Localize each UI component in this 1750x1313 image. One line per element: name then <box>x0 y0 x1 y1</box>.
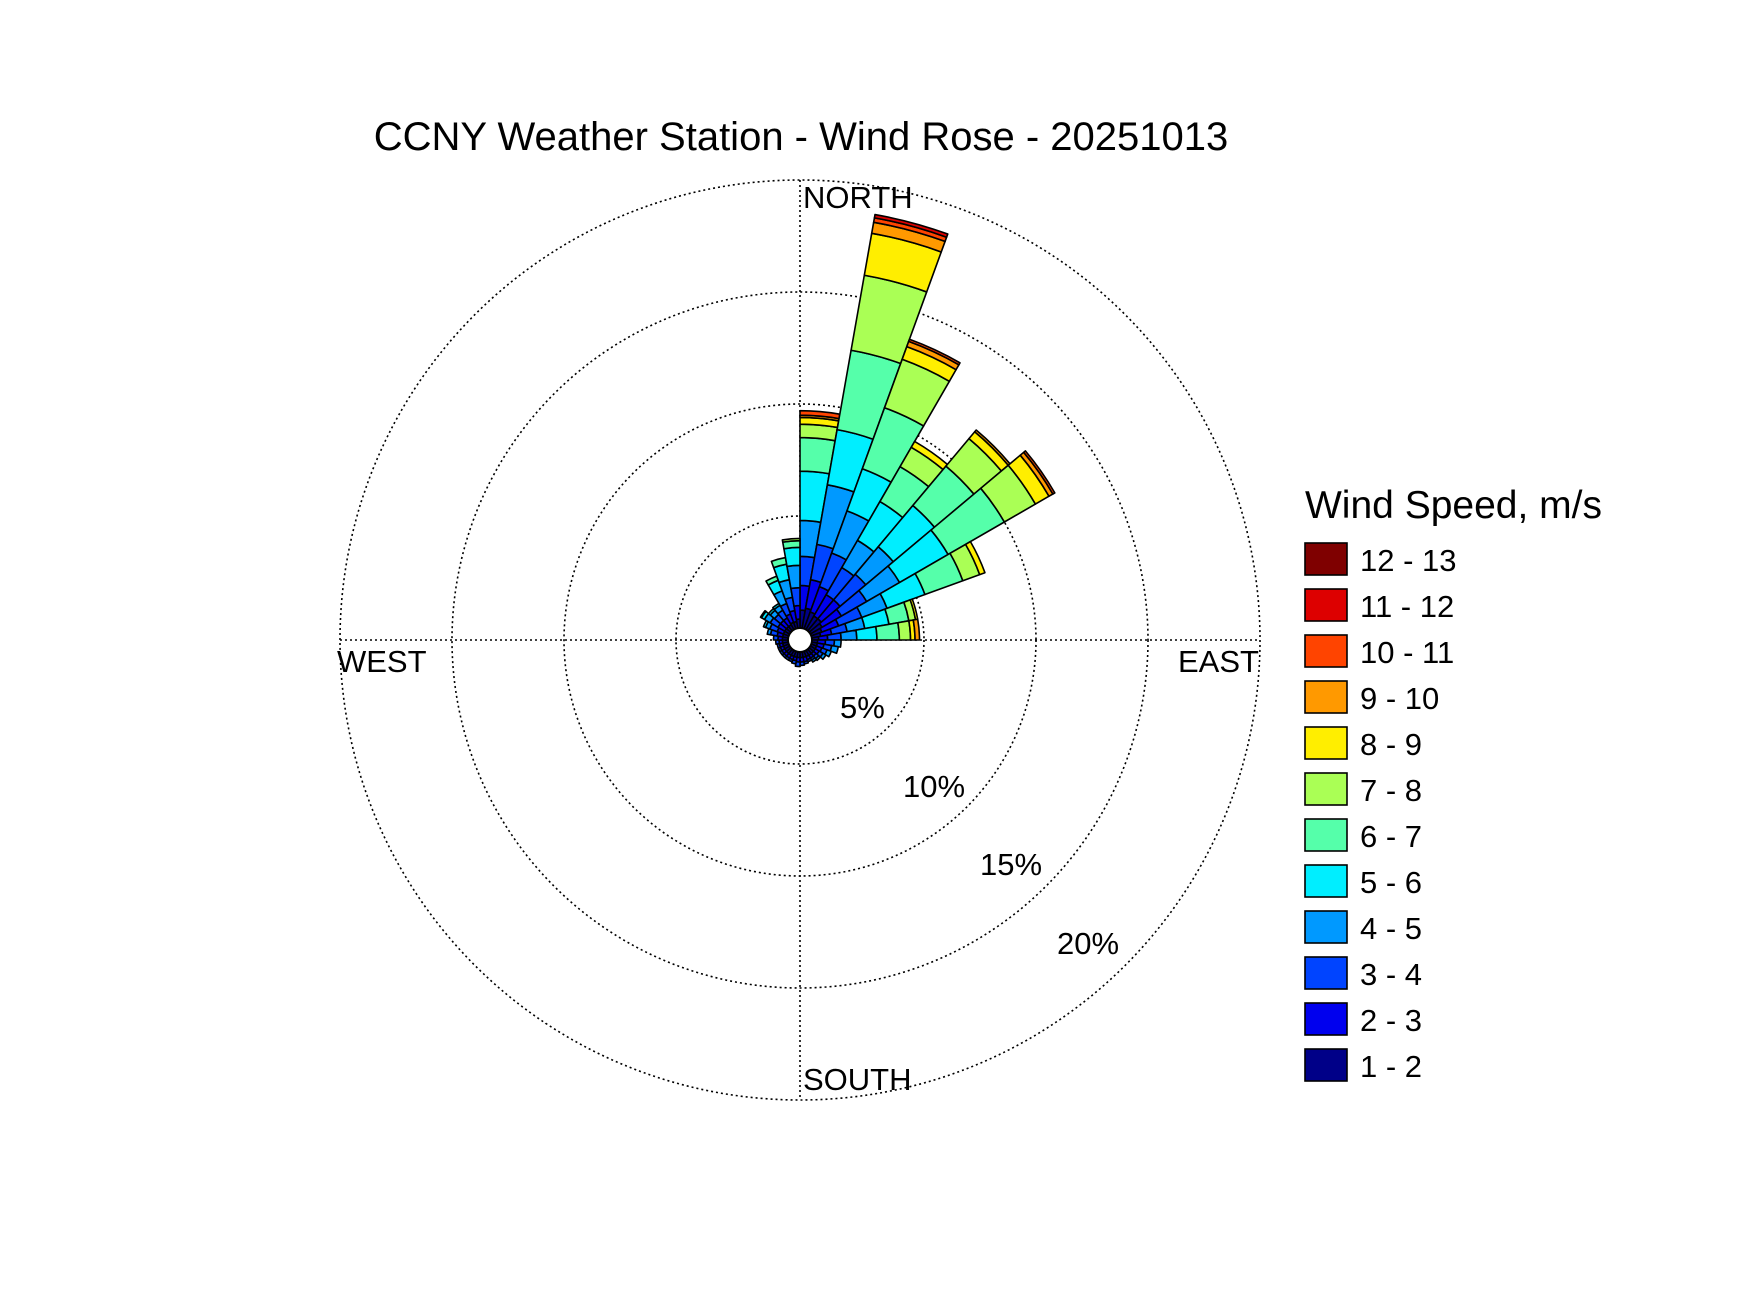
legend-swatch <box>1304 956 1348 990</box>
legend-swatch <box>1304 772 1348 806</box>
grid-ring-5 <box>675 515 925 765</box>
direction-label-south: SOUTH <box>803 1062 912 1097</box>
legend-item: 2 - 3 <box>1304 1002 1422 1038</box>
legend-item: 12 - 13 <box>1304 542 1457 578</box>
legend-label: 8 - 9 <box>1360 727 1422 762</box>
legend-item: 5 - 6 <box>1304 864 1422 900</box>
sector-55 <box>808 450 1056 635</box>
sector-segment <box>964 540 986 576</box>
radial-tick-label-15: 15% <box>980 847 1042 882</box>
sector-segment <box>795 618 801 629</box>
sector-segment <box>907 338 961 366</box>
legend-label: 1 - 2 <box>1360 1049 1422 1084</box>
legend-item: 3 - 4 <box>1304 956 1422 992</box>
chart-title: CCNY Weather Station - Wind Rose - 20251… <box>374 115 1229 159</box>
direction-label-north: NORTH <box>803 180 913 215</box>
sector-295 <box>762 619 791 637</box>
legend-title: Wind Speed, m/s <box>1305 484 1602 527</box>
legend-label: 10 - 11 <box>1360 635 1454 670</box>
legend-swatch <box>1304 542 1348 576</box>
legend-item: 7 - 8 <box>1304 772 1422 808</box>
legend-label: 2 - 3 <box>1360 1003 1422 1038</box>
sector-85 <box>811 618 921 641</box>
legend-swatch <box>1304 1002 1348 1036</box>
legend-item: 1 - 2 <box>1304 1048 1422 1084</box>
legend-label: 7 - 8 <box>1360 773 1422 808</box>
legend-label: 12 - 13 <box>1360 543 1457 578</box>
sector-segment <box>829 644 840 655</box>
sector-segment <box>839 629 858 641</box>
direction-label-west: WEST <box>337 644 427 679</box>
legend-swatch <box>1304 864 1348 898</box>
sector-segment <box>810 656 818 663</box>
sector-segment <box>819 652 827 661</box>
legend-label: 3 - 4 <box>1360 957 1422 992</box>
sector-355 <box>781 537 801 629</box>
grid-ring-20 <box>339 179 1261 1101</box>
sector-segment <box>873 213 949 239</box>
legend-swatch <box>1304 910 1348 944</box>
legend-item: 8 - 9 <box>1304 726 1422 762</box>
sector-segment <box>781 537 801 543</box>
legend-item: 6 - 7 <box>1304 818 1422 854</box>
sector-segment <box>1022 450 1056 495</box>
sector-45 <box>806 429 1011 634</box>
legend-swatch <box>1304 680 1348 714</box>
legend-swatch <box>1304 634 1348 668</box>
legend-items: 12 - 13 11 - 12 10 - 11 9 - 10 8 - 9 7 - 8 6 -… <box>1304 542 1457 1084</box>
legend: Wind Speed, m/s 12 - 13 11 - 12 10 - 11 9 -… <box>1304 484 1602 1084</box>
legend-swatch <box>1304 588 1348 622</box>
grid-ring-15 <box>451 291 1149 989</box>
wind-sectors <box>759 213 1056 668</box>
legend-swatch <box>1304 726 1348 760</box>
legend-label: 9 - 10 <box>1360 681 1439 716</box>
legend-item: 9 - 10 <box>1304 680 1439 716</box>
legend-label: 11 - 12 <box>1360 589 1454 624</box>
legend-label: 4 - 5 <box>1360 911 1422 946</box>
radial-tick-label-20: 20% <box>1057 926 1119 961</box>
legend-item: 4 - 5 <box>1304 910 1422 946</box>
legend-item: 10 - 11 <box>1304 634 1454 670</box>
legend-label: 6 - 7 <box>1360 819 1422 854</box>
sector-segment <box>759 609 767 619</box>
sector-segment <box>874 621 901 641</box>
legend-item: 11 - 12 <box>1304 588 1454 624</box>
legend-label: 5 - 6 <box>1360 865 1422 900</box>
radial-tick-label-10: 10% <box>903 769 965 804</box>
sector-75 <box>810 598 919 639</box>
sector-345 <box>770 556 799 630</box>
radial-tick-label-5: 5% <box>840 690 885 725</box>
center-calm-circle <box>787 627 813 653</box>
legend-swatch <box>1304 1048 1348 1082</box>
sector-segment <box>783 546 801 568</box>
sector-segment <box>833 639 842 648</box>
legend-swatch <box>1304 818 1348 852</box>
direction-label-east: EAST <box>1178 644 1259 679</box>
sector-segment <box>912 618 921 641</box>
